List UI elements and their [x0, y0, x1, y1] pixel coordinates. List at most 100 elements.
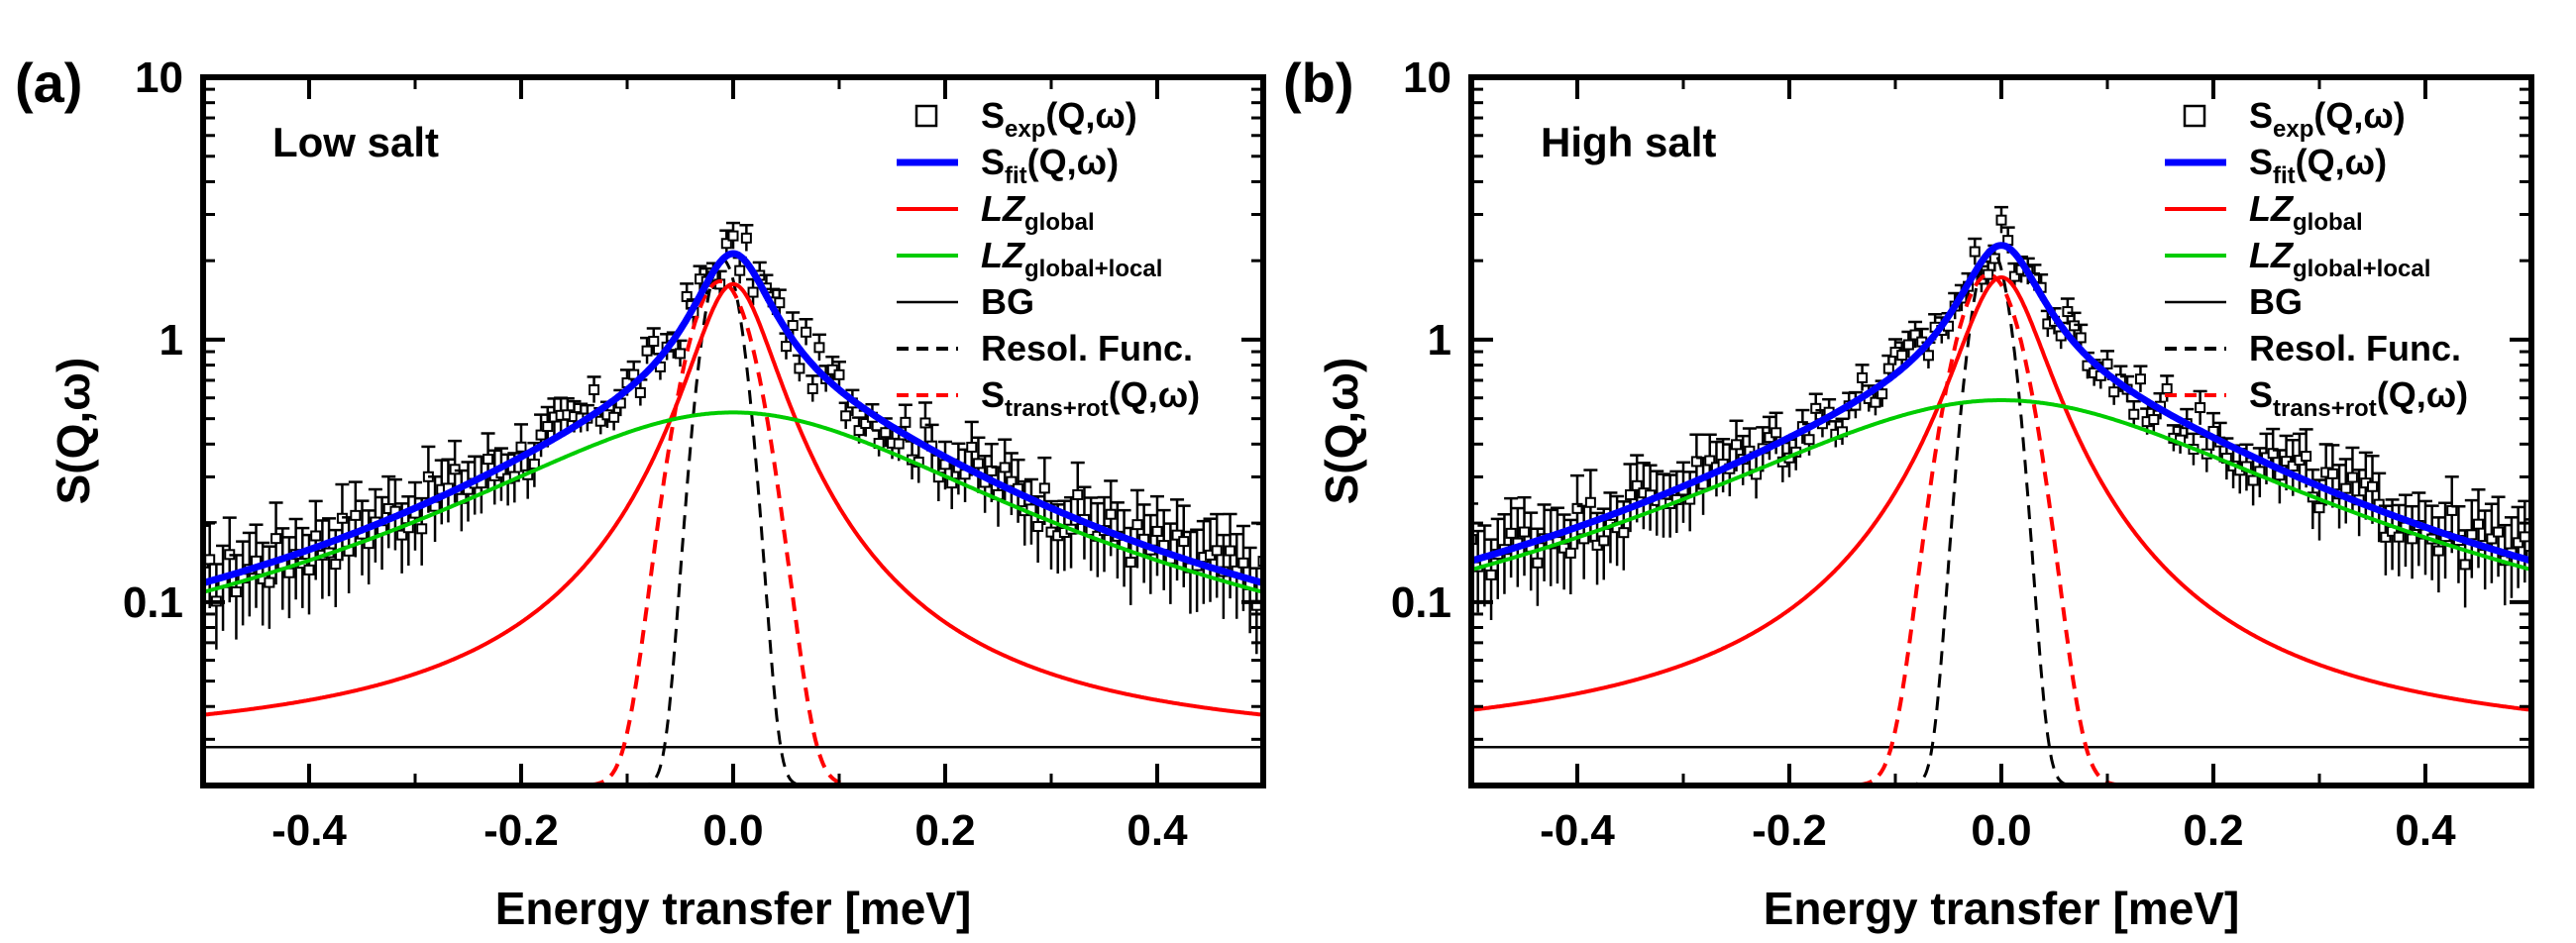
panel-label: (b) — [1283, 52, 1354, 114]
data-point — [1504, 496, 1519, 578]
data-point — [1894, 341, 1909, 368]
data-point — [560, 396, 575, 433]
legend-item: BG — [897, 281, 1034, 322]
data-point — [772, 288, 787, 316]
legend-item: Sexp(Q,ω) — [914, 95, 1137, 143]
legend-item: LZglobal+local — [897, 235, 1162, 282]
legend-label: Sexp(Q,ω) — [981, 95, 1137, 143]
legend: Sexp(Q,ω)Sfit(Q,ω)LZglobalLZglobal+local… — [2165, 95, 2468, 422]
legend-item: Resol. Func. — [2165, 328, 2461, 368]
data-point — [2325, 444, 2340, 508]
legend-label: LZglobal — [981, 188, 1095, 236]
data-point — [805, 374, 820, 402]
data-point — [1968, 237, 1983, 265]
data-point — [2193, 389, 2207, 425]
data-point — [1203, 517, 1218, 602]
data-point — [2378, 504, 2393, 576]
x-axis-title: Energy transfer [meV] — [1764, 883, 2240, 934]
x-tick-label: 0.2 — [2183, 806, 2243, 855]
series-line-2 — [1471, 274, 2531, 712]
x-tick-label: -0.2 — [1752, 806, 1827, 855]
data-point — [971, 436, 986, 493]
data-point — [1517, 495, 1532, 576]
condition-label: Low salt — [272, 119, 439, 165]
legend-label: Resol. Func. — [2249, 328, 2461, 368]
data-point — [1084, 496, 1099, 572]
series-line-6 — [203, 278, 1263, 786]
legend: Sexp(Q,ω)Sfit(Q,ω)LZglobalLZglobal+local… — [897, 95, 1200, 422]
y-tick-label: 10 — [135, 53, 183, 102]
series-line-1 — [203, 250, 1263, 586]
legend-label: Strans+rot(Q,ω) — [2249, 374, 2468, 422]
legend-item: BG — [2165, 281, 2303, 322]
data-point — [428, 474, 443, 543]
data-point — [958, 448, 973, 502]
data-point — [2491, 495, 2506, 577]
y-tick-label: 1 — [1428, 316, 1451, 365]
data-point — [1235, 524, 1250, 611]
data-point — [2133, 365, 2148, 392]
data-point — [1030, 494, 1045, 564]
data-point — [1576, 504, 1591, 579]
legend-item: Resol. Func. — [897, 328, 1193, 368]
legend-item: Sfit(Q,ω) — [2165, 142, 2387, 189]
legend-label: LZglobal+local — [2249, 235, 2430, 282]
series-line-1 — [1471, 242, 2531, 565]
data-point — [2266, 427, 2281, 481]
legend-label: Resol. Func. — [981, 328, 1193, 368]
x-tick-label: 0.4 — [2395, 806, 2456, 855]
legend-label: BG — [2249, 281, 2303, 322]
y-tick-label: 0.1 — [1391, 578, 1451, 627]
legend-label: LZglobal — [2249, 188, 2363, 236]
x-tick-label: 0.0 — [1971, 806, 2031, 855]
data-point — [1176, 504, 1191, 587]
data-point — [2126, 399, 2141, 428]
data-point — [2160, 374, 2175, 402]
data-point — [2338, 458, 2353, 524]
x-tick-label: -0.4 — [271, 806, 347, 855]
data-point — [1702, 433, 1717, 491]
x-tick-label: 0.0 — [702, 806, 763, 855]
data-point — [646, 327, 661, 355]
legend-item: Sexp(Q,ω) — [2183, 95, 2406, 143]
x-tick-label: 0.4 — [1127, 806, 1188, 855]
data-point — [739, 224, 754, 252]
series-line-5 — [203, 258, 1263, 786]
series-s-exp — [203, 221, 1263, 655]
plot-area — [203, 221, 1263, 786]
legend-marker — [2183, 104, 2206, 128]
legend-label: BG — [981, 281, 1034, 322]
legend-label: LZglobal+local — [981, 235, 1162, 282]
legend-label: Strans+rot(Q,ω) — [981, 374, 1200, 422]
data-point — [2484, 502, 2499, 583]
data-point — [242, 531, 257, 617]
y-axis-title: S(Q,ω) — [1316, 358, 1367, 505]
data-point — [811, 333, 826, 361]
data-point — [474, 455, 488, 514]
data-point — [342, 516, 357, 593]
data-point — [308, 499, 323, 580]
y-tick-label: 1 — [160, 316, 183, 365]
data-point — [832, 361, 846, 388]
legend-label: Sfit(Q,ω) — [2249, 142, 2387, 189]
legend-item: Sfit(Q,ω) — [897, 142, 1119, 189]
data-point — [256, 541, 270, 626]
y-tick-label: 0.1 — [123, 578, 183, 627]
legend-label: Sexp(Q,ω) — [2249, 95, 2406, 143]
y-axis-title: S(Q,ω) — [48, 358, 99, 505]
data-point — [1762, 415, 1776, 461]
data-point — [1908, 320, 1923, 349]
series-line-6 — [1471, 272, 2531, 786]
x-tick-label: 0.2 — [914, 806, 975, 855]
y-tick-label: 10 — [1403, 53, 1451, 102]
series-line-5 — [1471, 247, 2531, 786]
series-line-3 — [1471, 398, 2531, 573]
data-point — [680, 282, 695, 310]
data-point — [726, 221, 740, 250]
plot-area — [1471, 205, 2531, 786]
legend-item: Strans+rot(Q,ω) — [2165, 374, 2468, 422]
legend-item: LZglobal+local — [2165, 235, 2430, 282]
condition-label: High salt — [1541, 119, 1716, 165]
data-point — [587, 375, 601, 403]
